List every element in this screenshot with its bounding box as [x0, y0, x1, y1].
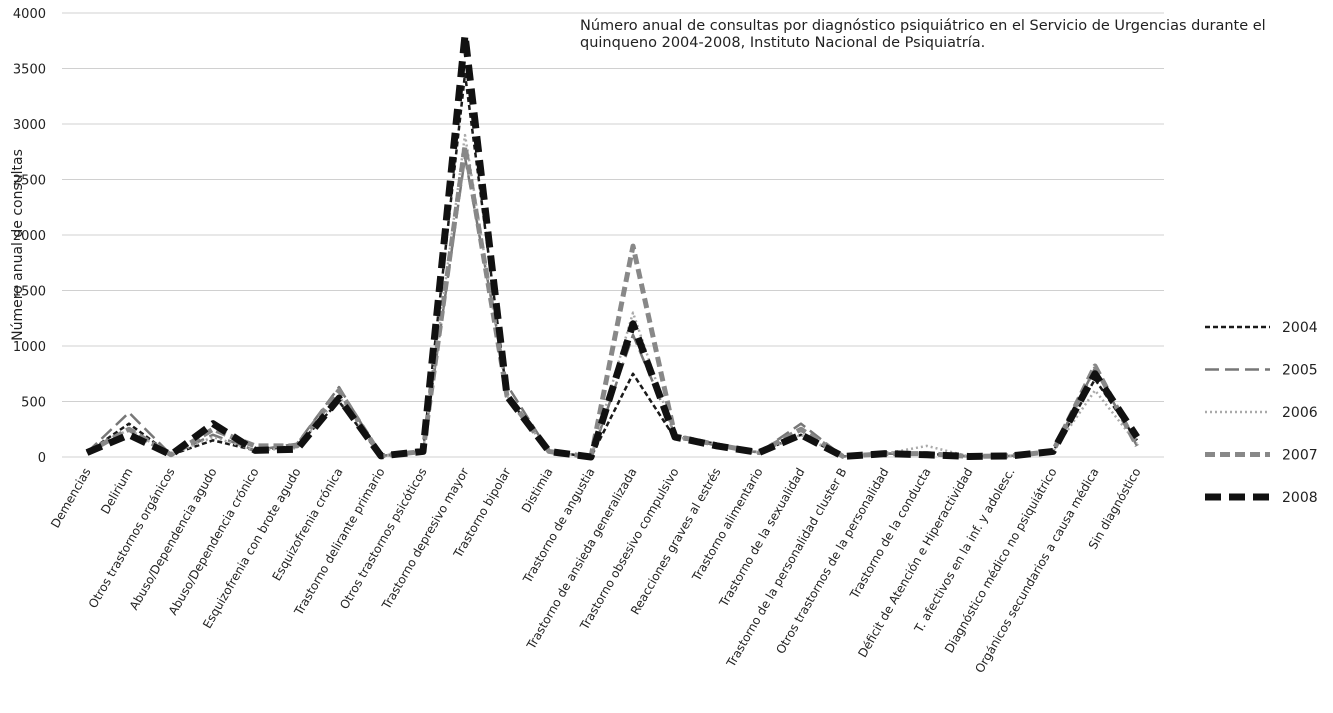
y-axis-label: Número anual de consultas [10, 149, 26, 341]
legend-label: 2006 [1282, 405, 1318, 421]
series-line [86, 156, 1139, 459]
x-tick-label: Distimia [519, 466, 556, 516]
x-tick-label: Abuso/Dependencia agudo [127, 466, 220, 613]
series-line [85, 31, 1140, 461]
x-tick-label: Trastorno de la conducta [847, 466, 934, 602]
x-tick-label: Trastorno de la sexualidad [716, 466, 807, 610]
y-tick-label: 3000 [13, 118, 46, 133]
y-tick-label: 2500 [13, 174, 46, 189]
y-tick-label: 500 [21, 396, 46, 411]
legend-label: 2005 [1282, 363, 1318, 379]
x-tick-label: Otros trastornos psicóticos [337, 466, 429, 612]
legend-label: 2004 [1282, 320, 1318, 336]
x-tick-label: Trastorno de angustia [520, 466, 598, 587]
y-tick-label: 1500 [13, 285, 46, 300]
y-tick-label: 0 [38, 451, 46, 466]
y-tick-label: 2000 [13, 229, 46, 244]
x-tick-label: Trastorno depresivo mayor [379, 465, 472, 612]
legend-label: 2007 [1282, 448, 1318, 464]
x-tick-label: Delirium [98, 466, 136, 517]
chart-title: Número anual de consultas por diagnóstic… [580, 18, 1266, 51]
series-line [85, 143, 1140, 460]
y-tick-label: 1000 [13, 340, 46, 355]
y-tick-label: 3500 [13, 63, 46, 78]
y-tick-label: 4000 [13, 7, 46, 22]
series-line [86, 133, 1138, 459]
x-tick-label: Demencias [48, 466, 94, 531]
x-tick-label: Otros trastornos orgánicos [86, 466, 178, 611]
legend-label: 2008 [1282, 490, 1318, 506]
